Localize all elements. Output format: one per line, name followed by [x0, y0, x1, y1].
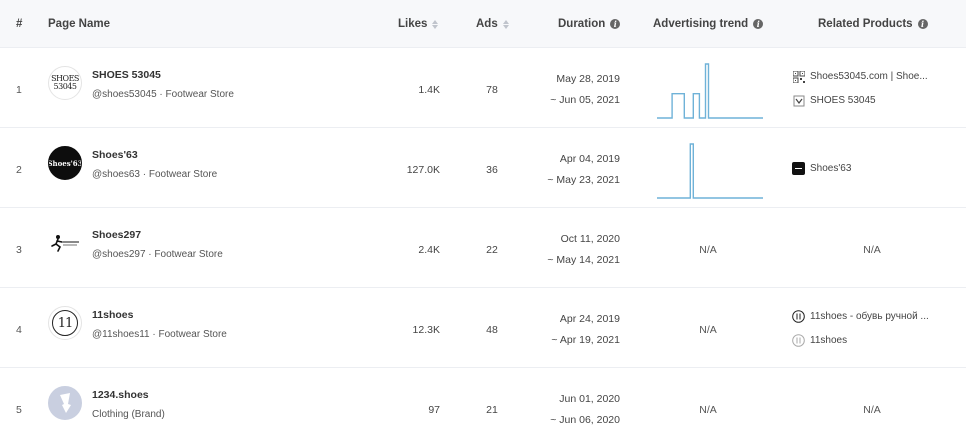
ads-value: 21 [486, 404, 498, 416]
row-index: 5 [16, 404, 22, 416]
duration-end: ~ May 14, 2021 [547, 254, 620, 266]
logo-text: Shoes'63 [48, 158, 82, 168]
page-name-link[interactable]: SHOES 53045 [92, 69, 161, 81]
duration-end: ~ Apr 19, 2021 [551, 334, 620, 346]
likes-value: 97 [428, 404, 440, 416]
logo-text: 11 [57, 315, 74, 331]
ads-value: 22 [486, 244, 498, 256]
page-name-link[interactable]: 1234.shoes [92, 389, 149, 401]
brand-logo-icon [792, 334, 805, 347]
header-page-name: Page Name [48, 18, 111, 30]
avatar[interactable] [48, 386, 82, 420]
table-row[interactable]: 2 Shoes'63 Shoes'63 @shoes63 · Footwear … [0, 128, 966, 208]
header-ads-label: Ads [476, 18, 498, 30]
table-header: # Page Name Likes Ads Duration i Adverti… [0, 0, 966, 48]
sort-icon[interactable] [502, 19, 509, 29]
table-row[interactable]: 4 11 11shoes @11shoes11 · Footwear Store… [0, 288, 966, 368]
header-index: # [16, 18, 23, 30]
row-index: 2 [16, 164, 22, 176]
row-index: 1 [16, 84, 22, 96]
related-product-link[interactable]: SHOES 53045 [792, 94, 876, 107]
logo-text: 53045 [53, 82, 77, 91]
page-handle: @11shoes11 · Footwear Store [92, 329, 227, 340]
avatar[interactable]: Shoes'63 [48, 146, 82, 180]
trend-na: N/A [699, 324, 717, 336]
logo-text: SHOES [51, 74, 79, 83]
brand-logo-icon [792, 310, 805, 323]
duration-start: Jun 01, 2020 [559, 393, 620, 405]
advertising-trend-chart [657, 143, 763, 199]
page-name-link[interactable]: Shoes297 [92, 229, 142, 241]
duration-end: ~ May 23, 2021 [547, 174, 620, 186]
duration-end: ~ Jun 05, 2021 [550, 94, 620, 106]
runner-logo-icon [51, 235, 79, 252]
header-duration-label: Duration [558, 18, 606, 30]
related-product-link[interactable]: Shoes'63 [792, 162, 851, 175]
avatar[interactable]: 11 [48, 306, 82, 340]
related-product-name: 11shoes - обувь ручной ... [810, 311, 929, 322]
duration-start: Apr 04, 2019 [559, 153, 620, 165]
trend-na: N/A [699, 404, 717, 416]
related-product-name: Shoes'63 [810, 163, 852, 174]
trend-line [657, 143, 763, 199]
table-row[interactable]: 3 Shoes297 @shoes297 · Footwear Store 2.… [0, 208, 966, 288]
ads-value: 48 [486, 324, 498, 336]
ads-value: 78 [486, 84, 498, 96]
duration-end: ~ Jun 06, 2020 [550, 414, 620, 426]
ads-value: 36 [486, 164, 498, 176]
info-icon[interactable]: i [753, 19, 764, 29]
page-handle: @shoes63 · Footwear Store [92, 169, 218, 180]
likes-value: 12.3K [412, 324, 440, 336]
duration-start: May 28, 2019 [556, 73, 620, 85]
header-likes-label: Likes [398, 18, 428, 30]
page-handle: @shoes297 · Footwear Store [92, 249, 223, 260]
related-product-link[interactable]: 11shoes [792, 334, 847, 347]
related-product-name: SHOES 53045 [810, 95, 876, 106]
info-icon[interactable]: i [610, 19, 621, 29]
page-handle: @shoes53045 · Footwear Store [92, 89, 234, 100]
related-product-link[interactable]: 11shoes - обувь ручной ... [792, 310, 929, 323]
trend-na: N/A [699, 244, 717, 256]
related-product-link[interactable]: Shoes53045.com | Shoe... [792, 70, 928, 83]
duration-start: Apr 24, 2019 [559, 313, 620, 325]
page-name-link[interactable]: 11shoes [92, 309, 134, 321]
related-product-name: Shoes53045.com | Shoe... [810, 71, 928, 82]
sort-icon[interactable] [432, 19, 439, 29]
trend-line [657, 63, 763, 119]
row-index: 3 [16, 244, 22, 256]
brand-logo-icon [792, 94, 805, 107]
likes-value: 127.0K [406, 164, 440, 176]
row-index: 4 [16, 324, 22, 336]
table-row[interactable]: 5 1234.shoes Clothing (Brand) 97 21 Jun … [0, 368, 966, 436]
header-related-label: Related Products [818, 18, 913, 30]
page-category: Clothing (Brand) [92, 409, 165, 420]
header-related: Related Products i [818, 0, 928, 48]
table-row[interactable]: 1 SHOES 53045 SHOES 53045 @shoes53045 · … [0, 48, 966, 128]
avatar[interactable] [48, 226, 82, 260]
likes-value: 2.4K [418, 244, 440, 256]
header-likes[interactable]: Likes [398, 0, 439, 48]
advertising-trend-chart [657, 63, 763, 119]
related-na: N/A [863, 244, 881, 256]
avatar[interactable]: SHOES 53045 [48, 66, 82, 100]
header-trend: Advertising trend i [653, 0, 764, 48]
duration-start: Oct 11, 2020 [560, 233, 620, 245]
header-trend-label: Advertising trend [653, 18, 749, 30]
placeholder-logo-icon [60, 393, 71, 413]
qr-logo-icon [792, 70, 805, 83]
related-product-name: 11shoes [810, 335, 848, 346]
page-name-link[interactable]: Shoes'63 [92, 149, 138, 161]
likes-value: 1.4K [418, 84, 440, 96]
brand-logo-icon [792, 162, 805, 175]
header-duration: Duration i [558, 0, 621, 48]
related-na: N/A [863, 404, 881, 416]
header-ads[interactable]: Ads [476, 0, 509, 48]
info-icon[interactable]: i [917, 19, 928, 29]
